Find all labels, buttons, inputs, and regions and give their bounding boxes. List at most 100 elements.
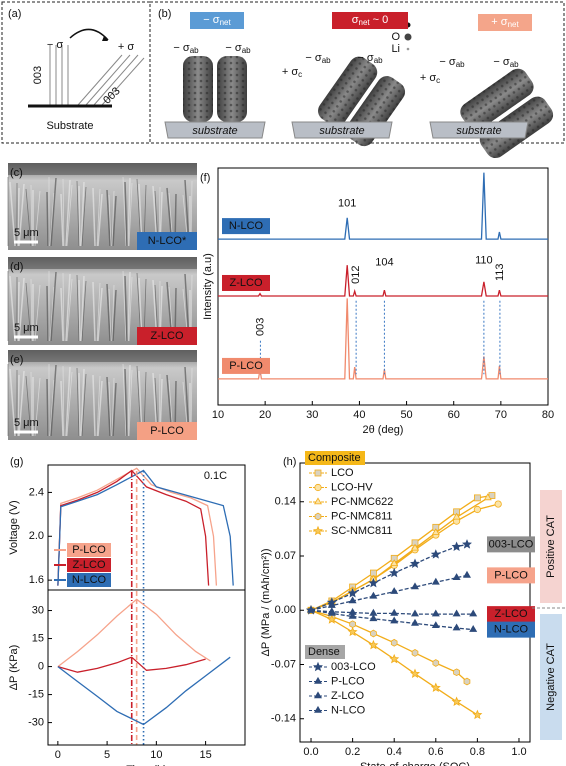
micrograph-texture <box>18 370 25 437</box>
x-tick-label: 5 <box>104 749 110 761</box>
scale-label: 5 μm <box>14 322 39 334</box>
data-point <box>473 494 481 502</box>
plot-frame <box>299 462 531 743</box>
x-tick-label: 0.0 <box>303 746 318 758</box>
x-tick-label: 50 <box>400 409 412 421</box>
micrograph-texture <box>124 181 128 247</box>
atom-label: O <box>391 31 400 43</box>
micrograph-texture <box>108 381 112 437</box>
annotation: 113 <box>494 264 506 282</box>
data-point <box>453 668 460 677</box>
data-point <box>430 549 441 559</box>
panel-label: (b) <box>158 8 171 20</box>
series-tag <box>487 536 535 553</box>
x-tick-label: 0.8 <box>470 746 485 758</box>
stress-tag <box>478 14 532 31</box>
legend-title: Dense <box>308 646 340 658</box>
legend-label: N-LCO <box>331 704 366 716</box>
panel-label: (g) <box>10 456 23 468</box>
data-point <box>370 629 377 638</box>
data-point <box>390 587 399 594</box>
legend-marker <box>313 525 323 536</box>
x-tick-label: 10 <box>150 749 162 761</box>
micrograph-texture <box>25 282 32 342</box>
stress-label: − σab <box>357 52 383 65</box>
series-tag <box>487 606 535 623</box>
micrograph-texture <box>81 186 87 247</box>
stress-subscript: ab <box>190 46 199 55</box>
legend-label: Z-LCO <box>73 559 106 571</box>
micrograph-texture <box>9 275 16 342</box>
side-band <box>540 490 562 603</box>
micrograph-texture <box>108 194 112 247</box>
legend-marker <box>314 705 322 713</box>
micrograph-top <box>8 163 197 175</box>
data-point <box>348 596 357 604</box>
legend-marker <box>314 483 322 492</box>
stress-subscript: ab <box>510 60 519 69</box>
x-tick-label: 0.6 <box>428 746 443 758</box>
legend-label: SC-NMC811 <box>331 525 393 537</box>
micrograph-texture <box>80 368 85 437</box>
micrograph-texture <box>96 375 101 437</box>
data-point <box>431 528 440 535</box>
micrograph-texture <box>60 287 64 342</box>
data-point <box>411 649 419 657</box>
legend-marker <box>314 691 322 699</box>
substrate-label: substrate <box>192 125 237 137</box>
x-tick-label: 70 <box>495 409 507 421</box>
data-point <box>347 587 358 598</box>
legend-label: Z-LCO <box>331 690 364 702</box>
atom-label: Li <box>391 43 400 55</box>
micrograph-texture <box>76 180 80 247</box>
sample-label: P-LCO <box>150 425 184 437</box>
micrograph-texture <box>17 374 20 437</box>
substrate-label: substrate <box>456 125 501 137</box>
data-point <box>452 573 461 580</box>
series-line <box>57 656 231 726</box>
legend-label: 003-LCO <box>331 661 376 673</box>
sample-tag <box>137 327 197 345</box>
micrograph-texture <box>112 289 117 342</box>
data-point <box>462 539 472 549</box>
stress-tag <box>332 12 408 29</box>
x-tick-label: 30 <box>306 409 318 421</box>
y-axis-label: Intensity (a.u) <box>202 253 214 320</box>
micrograph-texture <box>25 375 32 437</box>
data-point <box>494 500 502 508</box>
series-tag <box>222 357 270 374</box>
series-tag-label: 003-LCO <box>489 538 534 550</box>
data-point <box>390 559 399 566</box>
legend-label: LCO-HV <box>331 481 373 493</box>
series-line <box>57 656 206 673</box>
micrograph-texture <box>78 372 81 437</box>
legend-marker <box>314 469 322 477</box>
data-point <box>369 591 378 599</box>
data-point <box>451 696 462 706</box>
crystal-columns <box>183 56 554 159</box>
micrograph-texture <box>34 284 41 342</box>
series-line <box>310 494 493 611</box>
micrograph-texture <box>81 373 87 437</box>
data-point <box>473 505 481 514</box>
substrate-slabs <box>164 121 529 139</box>
plot-frame <box>217 167 549 406</box>
micrograph-texture <box>97 380 103 437</box>
stress-minus: − σ <box>47 39 63 51</box>
series-tag <box>222 274 270 291</box>
micrograph-texture <box>81 280 87 342</box>
stress-label: + σc <box>282 66 302 79</box>
data-point <box>368 577 379 588</box>
micrograph-texture <box>66 278 73 342</box>
micrograph-texture <box>49 192 55 247</box>
micrograph-texture <box>122 270 127 342</box>
series-tag-label: Z-LCO <box>495 608 528 620</box>
micrograph-texture <box>80 275 85 342</box>
micrograph-texture <box>49 379 55 437</box>
y-tick-label: 30 <box>32 604 44 616</box>
micrograph-texture <box>34 190 41 247</box>
x-tick-label: 0.4 <box>387 746 402 758</box>
substrate-label: substrate <box>319 125 364 137</box>
legend-marker <box>313 661 323 672</box>
